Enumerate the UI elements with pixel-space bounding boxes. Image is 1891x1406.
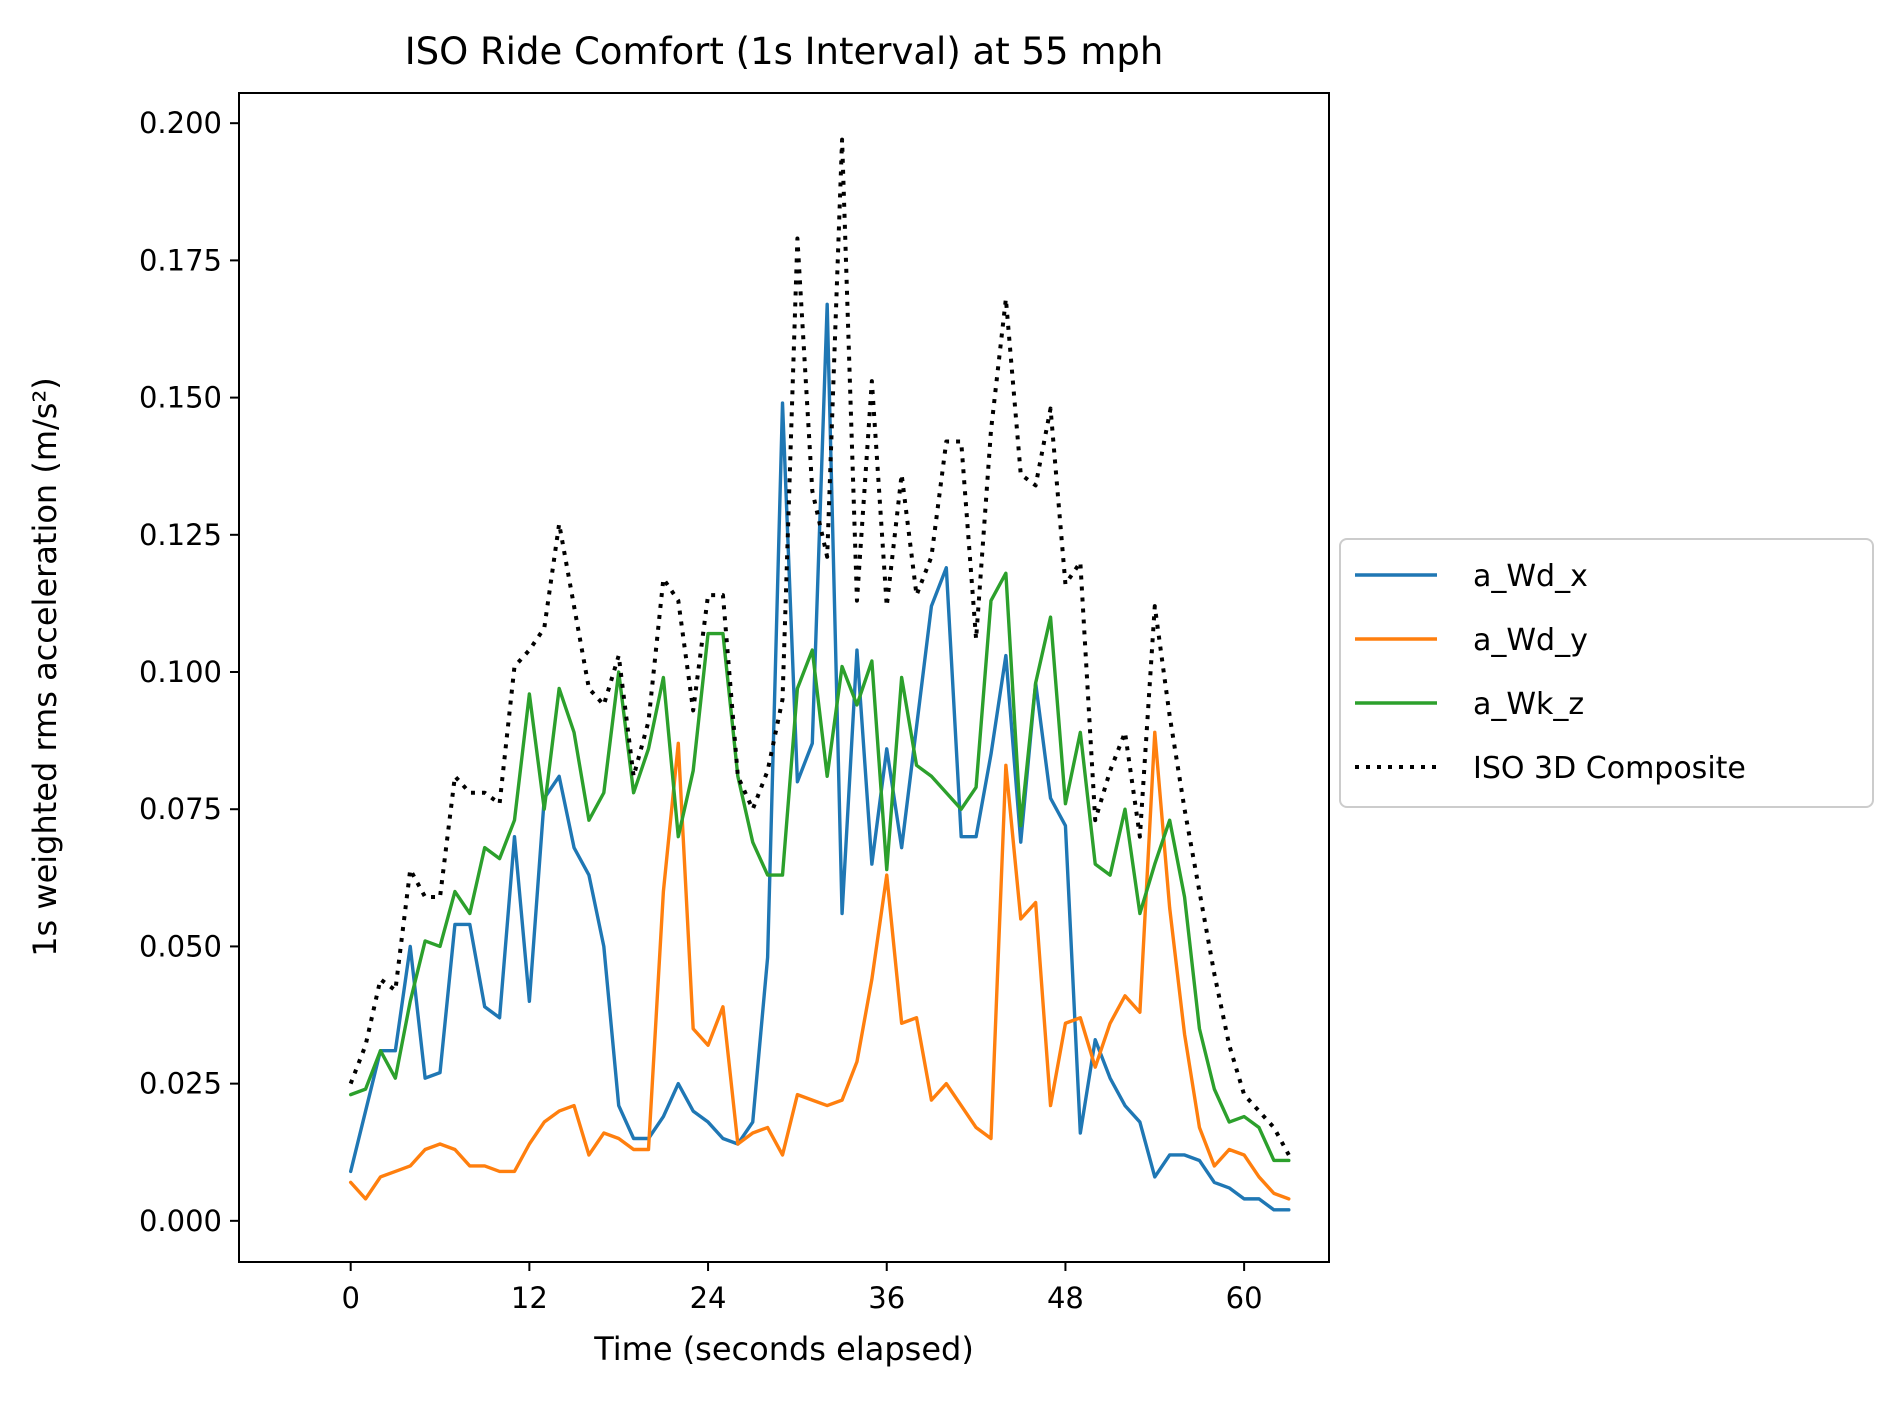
x-tick-label: 60 bbox=[1226, 1281, 1263, 1315]
chart-title: ISO Ride Comfort (1s Interval) at 55 mph bbox=[405, 30, 1164, 73]
axes-frame bbox=[238, 92, 1330, 1263]
y-tick-label: 0.200 bbox=[139, 106, 222, 140]
x-tick-label: 0 bbox=[341, 1281, 359, 1315]
series-line-a-wk-z bbox=[348, 571, 1291, 1163]
y-tick-label: 0.075 bbox=[139, 792, 222, 826]
x-tick-label: 24 bbox=[690, 1281, 727, 1315]
y-tick-label: 0.150 bbox=[139, 381, 222, 415]
x-axis-label: Time (seconds elapsed) bbox=[593, 1330, 974, 1368]
legend-label-a-wd-y: a_Wd_y bbox=[1473, 623, 1588, 658]
x-tick-label: 48 bbox=[1047, 1281, 1084, 1315]
series-layer bbox=[348, 137, 1291, 1212]
y-axis-ticks: 0.000 0.025 0.050 0.075 0.100 0.125 0.150 0.175… bbox=[139, 106, 239, 1238]
legend-label-a-wk-z: a_Wk_z bbox=[1473, 687, 1584, 722]
y-tick-label: 0.050 bbox=[139, 929, 222, 963]
y-tick-label: 0.000 bbox=[139, 1204, 222, 1238]
y-tick-label: 0.125 bbox=[139, 518, 222, 552]
series-line-a-wd-y bbox=[348, 730, 1291, 1201]
plot-area bbox=[238, 92, 1330, 1263]
legend: a_Wd_x a_Wd_y a_Wk_z ISO 3D Composite bbox=[1339, 538, 1874, 808]
y-axis-label: 1s weighted rms acceleration (m/s²) bbox=[26, 377, 64, 957]
y-tick-label: 0.100 bbox=[139, 655, 222, 689]
legend-label-iso-3d-composite: ISO 3D Composite bbox=[1473, 751, 1746, 786]
y-tick-label: 0.025 bbox=[139, 1067, 222, 1101]
series-line-iso-3d-composite bbox=[348, 137, 1291, 1156]
x-axis-ticks: 0 12 24 36 48 60 bbox=[341, 1262, 1263, 1315]
y-tick-label: 0.175 bbox=[139, 243, 222, 277]
x-tick-label: 36 bbox=[868, 1281, 905, 1315]
legend-label-a-wd-x: a_Wd_x bbox=[1473, 559, 1588, 594]
x-tick-label: 12 bbox=[511, 1281, 548, 1315]
legend-box bbox=[1339, 538, 1874, 808]
